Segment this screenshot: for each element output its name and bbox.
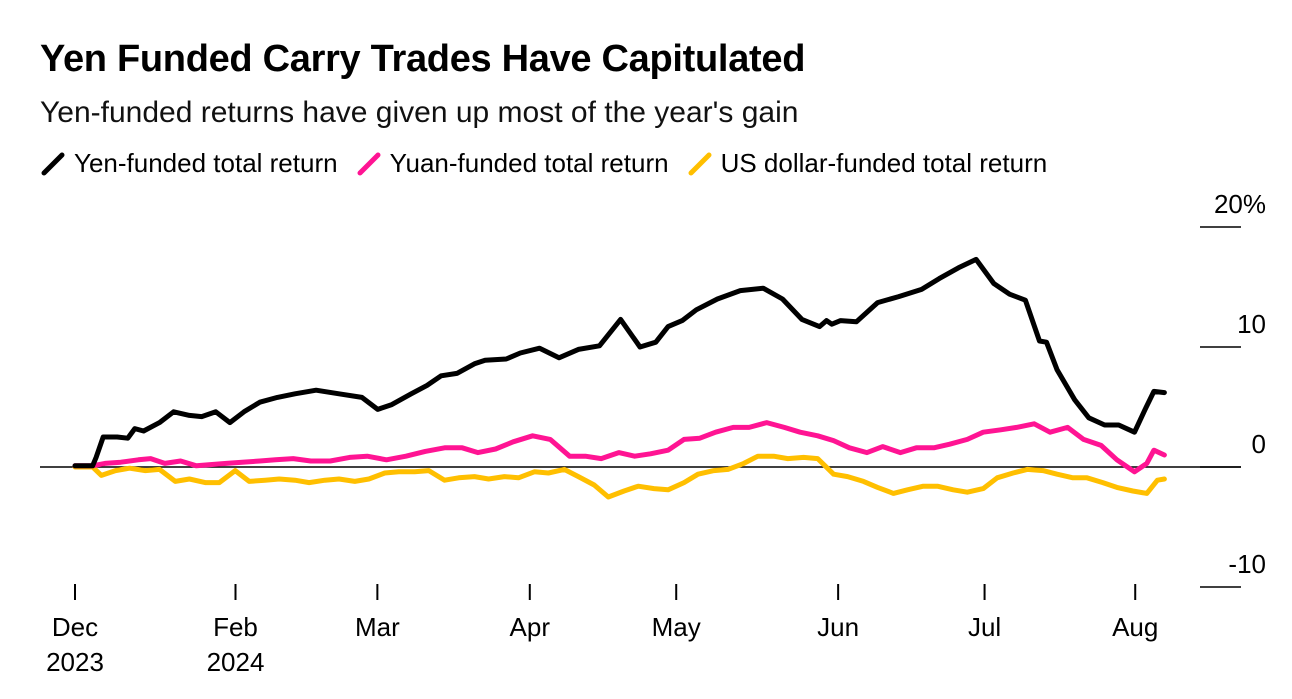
y-axis: 20% 10 0 -10: [40, 189, 1266, 588]
x-axis: Dec 2023 Feb 2024 Mar Apr May Jun Jul Aug: [46, 584, 1158, 677]
legend-label-yen: Yen-funded total return: [74, 148, 338, 178]
legend-swatch-usd: [688, 152, 712, 175]
legend-swatch-yuan: [357, 152, 381, 175]
legend-item-usd: US dollar-funded total return: [687, 148, 1048, 179]
x-tick-label: Dec: [52, 612, 98, 642]
x-tick-label: Apr: [510, 612, 551, 642]
legend: Yen-funded total return Yuan-funded tota…: [40, 148, 1065, 179]
legend-item-yen: Yen-funded total return: [40, 148, 338, 179]
y-tick-label: -10: [1228, 549, 1266, 579]
x-tick-year-label: 2024: [207, 647, 265, 677]
legend-swatch-yen: [41, 152, 65, 175]
x-tick-label: Jun: [817, 612, 859, 642]
series-line-yuan: [72, 420, 1167, 475]
series-line-usd: [72, 453, 1167, 500]
y-tick-label: 10: [1237, 309, 1266, 339]
chart-subtitle: Yen-funded returns have given up most of…: [40, 96, 799, 129]
y-tick-label: 20%: [1214, 189, 1266, 219]
legend-label-yuan: Yuan-funded total return: [389, 148, 669, 178]
x-tick-year-label: 2023: [46, 647, 104, 677]
legend-swatch-yen-line: [41, 152, 65, 175]
x-tick-label: Jul: [968, 612, 1001, 642]
x-tick-label: Mar: [355, 612, 400, 642]
x-tick-label: May: [652, 612, 701, 642]
legend-label-usd: US dollar-funded total return: [720, 148, 1048, 178]
series-layer: [72, 256, 1167, 500]
legend-swatch-yuan-line: [357, 152, 381, 175]
y-tick-label: 0: [1252, 429, 1266, 459]
legend-swatch-usd-line: [688, 152, 712, 175]
legend-item-yuan: Yuan-funded total return: [356, 148, 669, 179]
x-tick-label: Feb: [213, 612, 258, 642]
series-line-yen: [72, 256, 1167, 469]
x-tick-label: Aug: [1112, 612, 1158, 642]
chart-title: Yen Funded Carry Trades Have Capitulated: [40, 38, 806, 80]
